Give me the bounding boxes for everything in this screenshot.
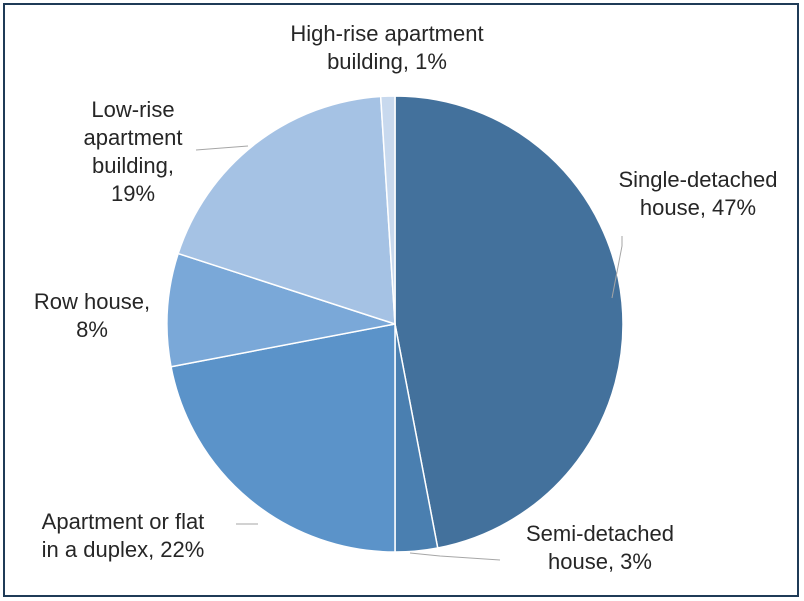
leader-line (195, 145, 249, 151)
label-semi-detached: Semi-detached house, 3% (526, 521, 674, 574)
leader-line (611, 236, 623, 299)
label-row-house: Row house, 8% (33, 289, 151, 342)
label-low-rise: Low-rise apartment building, 19% (83, 97, 183, 206)
pie-slice-single-detached (394, 95, 624, 549)
pie-slice-high-rise (379, 95, 396, 325)
label-apartment-duplex: Apartment or flat in a duplex, 22% (41, 509, 205, 562)
pie-slice-low-rise (177, 95, 396, 326)
pie-slice-row-house (166, 252, 396, 368)
pie-slice-apartment-duplex (170, 323, 396, 553)
label-high-rise: High-rise apartment building, 1% (290, 21, 484, 74)
leader-line (409, 552, 501, 561)
label-single-detached: Single-detached house, 47% (618, 167, 778, 220)
